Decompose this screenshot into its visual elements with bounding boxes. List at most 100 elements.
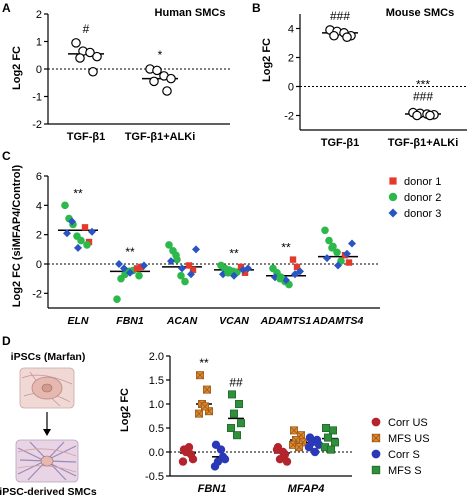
ipsc-cell-illustration — [19, 367, 75, 409]
panel-c-data-point — [83, 241, 91, 249]
panel-c-data-point — [321, 226, 329, 235]
panel-c-legend-marker — [389, 177, 397, 185]
panel-c-data-point — [185, 262, 193, 269]
panel-d-data-point — [229, 409, 238, 418]
panel-c-data-point — [113, 295, 121, 304]
panel-d-chart: Log2 FC -0.5 0.0 0.5 1.0 1.5 2.0 FBN1 MFAP4 ** ##… — [119, 351, 430, 495]
panel-d-legend-label: Corr S — [388, 449, 420, 461]
panel-d-legend-marker — [371, 449, 381, 459]
panel-a-significance: * — [158, 48, 163, 62]
panel-a-data-point — [85, 47, 95, 58]
panel-label-d: D — [2, 334, 11, 348]
panel-d-ylabel: Log2 FC — [119, 388, 131, 432]
panel-d-data-point — [234, 399, 243, 408]
panel-d-significance: ## — [229, 375, 243, 389]
diagram-top-label: iPSCs (Marfan) — [11, 351, 86, 363]
panel-d-data-point — [188, 455, 198, 464]
panel-b-y-tick-label: 2 — [288, 53, 294, 65]
panel-d-data-point — [282, 457, 292, 466]
panel-c-data-point — [293, 263, 301, 271]
panel-d-data-point — [236, 419, 245, 428]
panel-b-x-tick-label: TGF-β1+ALKi — [388, 137, 459, 149]
panel-d-data-point — [227, 390, 236, 399]
panel-c-data-point — [237, 263, 245, 271]
panel-c-data-point — [167, 257, 175, 266]
panel-d-y-tick-label: 0.0 — [149, 447, 164, 459]
panel-c-data-point — [178, 264, 186, 273]
panel-c-data-point — [345, 259, 353, 266]
panel-c-data-point — [88, 227, 96, 236]
panel-c-data-point — [334, 261, 342, 270]
panel-a-data-point — [152, 65, 162, 76]
panel-c-data-point — [74, 243, 82, 252]
panel-c-data-point — [333, 248, 341, 257]
panel-c-data-point — [140, 261, 148, 270]
panel-c-data-point — [276, 274, 284, 283]
diagram-bottom-label: iPSC-derived SMCs — [0, 486, 97, 498]
panel-b-data-point — [425, 110, 435, 121]
panel-d-data-point — [195, 371, 204, 380]
down-arrow-icon — [43, 412, 51, 436]
panel-label-c: C — [2, 149, 11, 163]
panel-d-x-tick-label: MFAP4 — [288, 483, 325, 495]
panel-c-x-tick-label: VCAN — [219, 315, 249, 327]
panel-b-significance: *** — [416, 78, 430, 92]
panel-c-x-tick-label: FBN1 — [116, 315, 144, 327]
panel-c-x-tick-label: ELN — [68, 315, 89, 327]
panel-c-legend-marker — [388, 208, 398, 218]
panel-d-data-point — [216, 445, 226, 454]
panel-c-x-tick-label: ACAN — [166, 315, 198, 327]
panel-c-data-point — [126, 268, 134, 277]
panel-c-data-point — [63, 229, 71, 238]
panel-b-significance: ### — [330, 9, 350, 23]
panel-c-data-point — [192, 245, 200, 254]
panel-c-x-tick-label: ADAMTS1 — [260, 315, 312, 327]
panel-d-legend-label: Corr US — [388, 417, 428, 429]
panel-d-data-point — [310, 447, 320, 457]
panel-d-y-tick-label: 1.5 — [149, 375, 164, 387]
panel-d-data-point — [220, 455, 230, 464]
panel-d-data-point — [226, 423, 235, 432]
panel-c-data-point — [241, 269, 249, 276]
panel-d-legend-label: MFS US — [388, 433, 430, 445]
panel-b-y-tick-label: -2 — [284, 111, 294, 123]
panel-b-significance: ### — [413, 90, 433, 104]
panel-a-chart: Human SMCs Log2 FC -2 -1 0 1 2 TGF-β1 # TGF-β1+… — [11, 7, 230, 143]
panel-c-data-point — [172, 251, 180, 260]
panel-d-data-point — [232, 431, 241, 440]
panel-c-data-point — [181, 277, 189, 286]
panel-c-data-point — [165, 241, 173, 249]
panel-b-data-point — [412, 110, 422, 121]
panel-d-data-point — [210, 462, 220, 471]
panel-b-y-tick-label: 0 — [288, 82, 294, 94]
panel-c-ylabel: Log2 FC (siMFAP4/Control) — [11, 164, 23, 307]
panel-label-b: B — [252, 1, 261, 15]
panel-d-data-point — [202, 385, 211, 394]
panel-d-legend-marker — [371, 465, 381, 475]
panel-c-data-point — [68, 217, 76, 226]
panel-c-data-point — [189, 266, 197, 274]
panel-d-data-point — [321, 423, 330, 432]
panel-c-data-point — [137, 263, 145, 271]
panel-b-ylabel: Log2 FC — [261, 38, 273, 82]
panel-c-legend-label: donor 3 — [404, 208, 441, 220]
panel-a-x-tick-label: TGF-β1 — [67, 131, 106, 143]
panel-d-data-point — [326, 445, 335, 454]
panel-d-data-point — [294, 443, 303, 452]
panel-c-legend-label: donor 1 — [404, 176, 441, 188]
panel-a-data-point — [88, 66, 98, 77]
panel-c-data-point — [115, 260, 123, 268]
panel-c-data-point — [282, 276, 290, 285]
panel-c-chart: Log2 FC (siMFAP4/Control) -2 0 2 4 6 ELN ** FBN… — [11, 164, 441, 327]
panel-c-data-point — [328, 244, 336, 252]
panel-d-y-tick-label: 1.0 — [149, 399, 164, 411]
panel-c-data-point — [61, 201, 69, 210]
panel-c-data-point — [224, 268, 232, 277]
panel-d-y-tick-label: 2.0 — [149, 351, 164, 363]
panel-c-significance: ** — [281, 241, 291, 255]
panel-d-data-point — [194, 409, 203, 418]
panel-c-x-tick-label: ADAMTS4 — [312, 315, 364, 327]
panel-a-data-point — [92, 51, 102, 62]
panel-d-x-tick-label: FBN1 — [198, 483, 227, 495]
panel-d-data-point — [178, 457, 188, 466]
